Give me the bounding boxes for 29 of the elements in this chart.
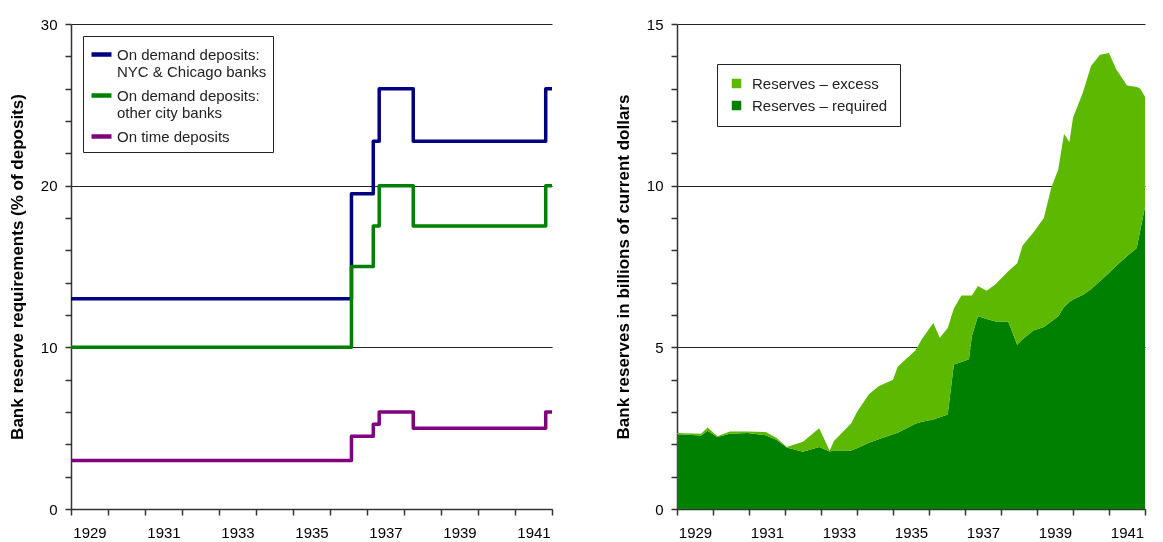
x-tick-label: 1935 <box>295 523 329 541</box>
y-tick-label: 0 <box>655 500 664 518</box>
legend-label: On time deposits <box>117 127 230 145</box>
legend-label: On demand deposits: other city banks <box>117 86 260 121</box>
y-tick-label: 0 <box>49 500 58 518</box>
y-tick-label: 30 <box>40 15 58 33</box>
x-tick-label: 1939 <box>443 523 477 541</box>
x-tick-label: 1929 <box>678 523 713 541</box>
x-tick-label: 1931 <box>750 523 785 541</box>
y-axis-title: Bank reserves in billions of current dollars <box>613 94 633 440</box>
x-tick-label: 1931 <box>147 523 181 541</box>
legend-label: Reserves – required <box>752 96 888 114</box>
x-tick-label: 1929 <box>73 523 107 541</box>
y-tick-label: 20 <box>40 177 58 195</box>
x-tick-label: 1933 <box>822 523 857 541</box>
x-tick-label: 1937 <box>369 523 403 541</box>
y-tick-label: 10 <box>40 338 58 356</box>
legend-label: Reserves – excess <box>752 74 879 92</box>
y-axis-title: Bank reserve requirements (% of deposits) <box>7 94 27 440</box>
legend-label: On demand deposits: NYC & Chicago banks <box>117 45 267 80</box>
y-tick-label: 10 <box>646 177 664 195</box>
x-tick-label: 1939 <box>1038 523 1073 541</box>
x-tick-label: 1933 <box>221 523 255 541</box>
x-tick-label: 1935 <box>894 523 929 541</box>
x-tick-label: 1937 <box>966 523 1001 541</box>
y-tick-label: 5 <box>655 338 664 356</box>
x-tick-label: 1941 <box>517 523 551 541</box>
x-tick-label: 1941 <box>1110 523 1145 541</box>
y-tick-label: 15 <box>646 15 664 33</box>
